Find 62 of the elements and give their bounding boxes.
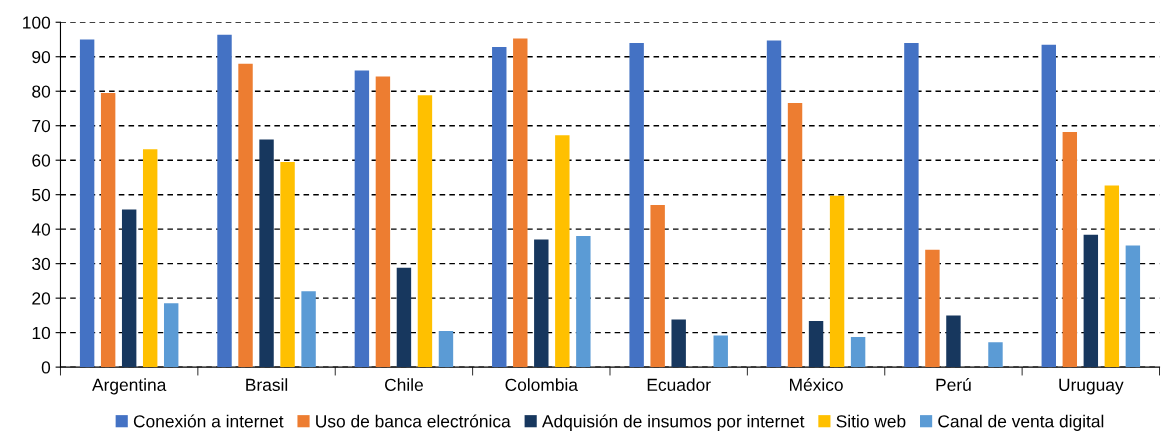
bar bbox=[301, 291, 316, 368]
bar bbox=[438, 330, 454, 368]
legend-label: Adquisión de insumos por internet bbox=[541, 414, 805, 431]
legend-label: Canal de venta digital bbox=[938, 414, 1104, 431]
bar bbox=[555, 135, 570, 368]
y-tick-label: 100 bbox=[23, 16, 51, 29]
bar bbox=[121, 209, 137, 368]
bar bbox=[396, 267, 412, 368]
legend-label: Conexión a internet bbox=[133, 414, 284, 428]
bar bbox=[1041, 44, 1056, 368]
y-tick-label: 80 bbox=[32, 85, 51, 98]
bar bbox=[925, 249, 940, 368]
bar bbox=[217, 34, 232, 368]
legend-label: Uso de banca electrónica bbox=[316, 414, 511, 428]
bar bbox=[850, 337, 866, 368]
y-tick-label: 10 bbox=[32, 326, 51, 340]
bar bbox=[650, 205, 665, 368]
bar bbox=[988, 342, 1003, 368]
bar bbox=[417, 95, 433, 368]
bar bbox=[513, 38, 528, 368]
bar bbox=[238, 63, 253, 368]
y-tick-label: 20 bbox=[32, 292, 51, 305]
y-tick-label: 40 bbox=[31, 223, 51, 236]
x-tick-label: Uruguay bbox=[1059, 378, 1124, 395]
bar bbox=[163, 303, 179, 368]
x-tick-label: Chile bbox=[385, 378, 423, 391]
x-tick-label: Ecuador bbox=[647, 378, 711, 391]
x-tick-label: México bbox=[789, 378, 843, 391]
y-tick-label: 50 bbox=[32, 188, 51, 202]
y-tick-label: 60 bbox=[32, 154, 51, 167]
x-tick-label: Perú bbox=[936, 378, 971, 391]
bar bbox=[79, 39, 95, 368]
bar bbox=[904, 42, 919, 368]
bar bbox=[259, 139, 274, 368]
bar bbox=[1125, 245, 1141, 368]
y-tick-label: 90 bbox=[32, 50, 51, 64]
bar bbox=[142, 149, 158, 368]
bar bbox=[629, 42, 644, 368]
x-tick-label: Colombia bbox=[505, 378, 578, 391]
bar bbox=[280, 161, 295, 368]
bar bbox=[713, 335, 728, 368]
bar bbox=[576, 236, 591, 368]
y-tick-label: 70 bbox=[32, 119, 51, 133]
legend-label: Sitio web bbox=[836, 414, 906, 428]
bar bbox=[829, 195, 845, 368]
bar bbox=[1083, 234, 1099, 368]
bar bbox=[671, 319, 686, 368]
bar bbox=[1104, 185, 1120, 368]
bar bbox=[787, 102, 803, 368]
bar bbox=[492, 47, 507, 368]
x-tick-label: Brasil bbox=[246, 378, 288, 391]
bar bbox=[808, 320, 824, 368]
x-tick-label: Argentina bbox=[92, 378, 167, 395]
bar bbox=[100, 92, 116, 368]
bar bbox=[534, 239, 549, 368]
bar bbox=[375, 76, 391, 368]
bar bbox=[1062, 131, 1078, 368]
y-tick-label: 30 bbox=[32, 257, 51, 271]
y-tick-label: 0 bbox=[41, 361, 51, 374]
bar bbox=[946, 315, 961, 368]
bar bbox=[354, 70, 370, 368]
bar bbox=[766, 40, 782, 368]
